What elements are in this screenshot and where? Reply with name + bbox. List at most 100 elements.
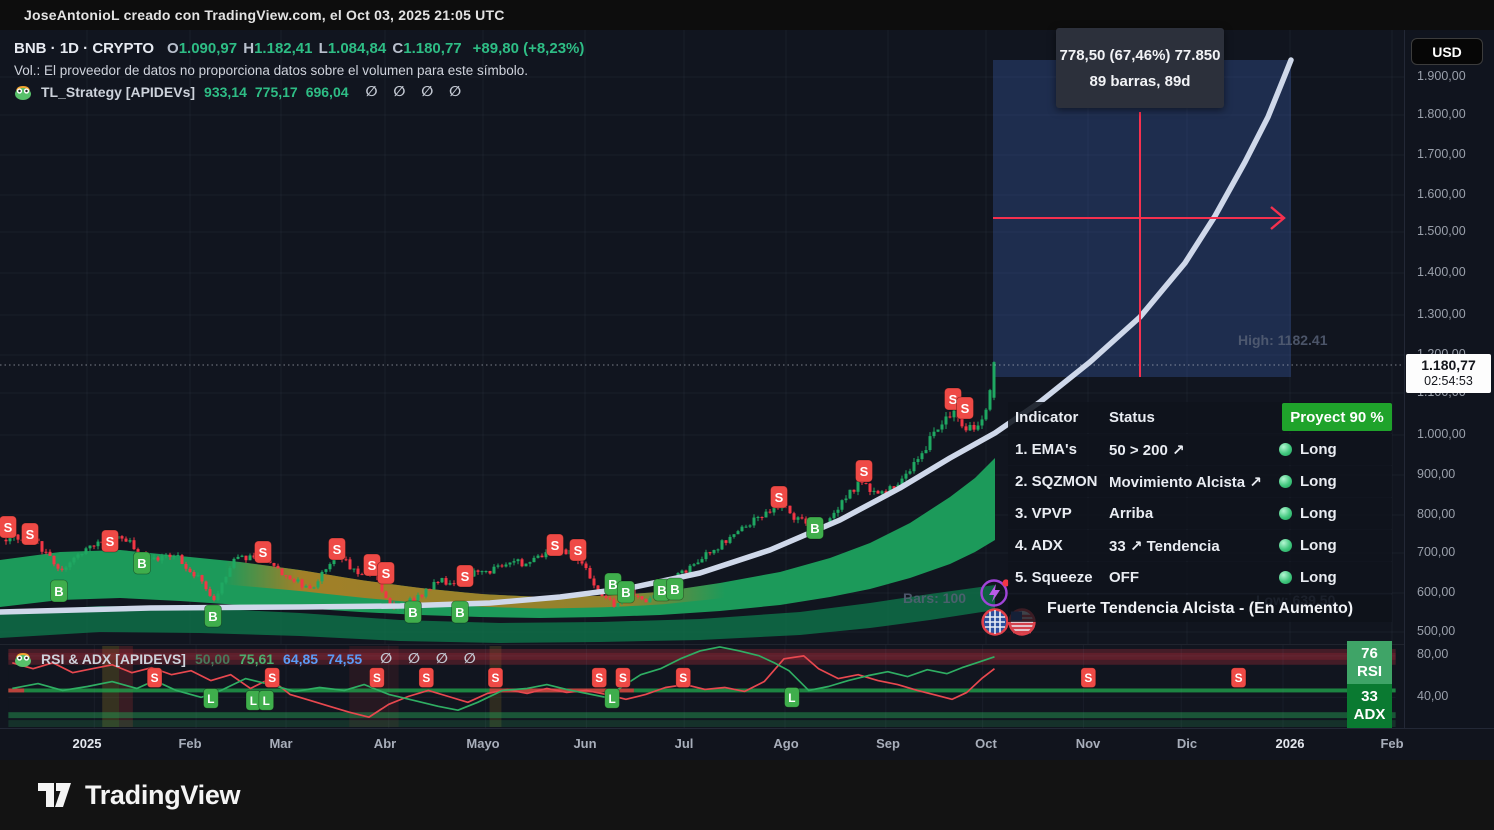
time-tick[interactable]: 2026 <box>1275 736 1305 751</box>
adx-line <box>12 655 995 718</box>
ema-cloud-orange-zone <box>225 560 725 609</box>
indicator-status: OFF <box>1109 569 1139 586</box>
time-tick[interactable]: Dic <box>1176 736 1198 751</box>
time-tick[interactable]: Oct <box>975 736 997 751</box>
rsi-indicator-name[interactable]: RSI & ADX [APIDEVS] <box>41 650 186 667</box>
time-tick[interactable]: Feb <box>178 736 202 751</box>
indicator-row[interactable]: 3. VPVP Arriba Long <box>1008 498 1392 529</box>
signal-badge-B: B <box>50 579 68 603</box>
svg-text:S: S <box>268 671 276 685</box>
price-tick: 1.300,00 <box>1417 307 1466 321</box>
svg-text:B: B <box>670 582 679 597</box>
trend-summary: Fuerte Tendencia Alcista - (En Aumento) <box>1008 595 1392 622</box>
rsi-adx-legend[interactable]: RSI & ADX [APIDEVS] 50,00 75,61 64,85 74,55… <box>14 650 482 667</box>
strategy-values: 933,14 775,17 696,04 <box>204 84 356 100</box>
boost-icon[interactable] <box>978 576 1012 610</box>
indicator-name: 2. SQZMON <box>1015 473 1098 490</box>
time-tick[interactable]: Nov <box>1075 736 1101 751</box>
rsi-value: 50,00 <box>194 650 230 667</box>
indicator-row[interactable]: 1. EMA's 50 > 200 ↗ Long <box>1008 434 1392 465</box>
rsi-value: 75,61 <box>239 650 275 667</box>
rsi-lower-band <box>8 712 1396 719</box>
candlestick-series <box>4 361 996 611</box>
signal-badge-B: B <box>666 577 684 601</box>
time-tick[interactable]: Abr <box>373 736 397 751</box>
time-tick[interactable]: Jun <box>573 736 597 751</box>
time-tick[interactable]: 2025 <box>72 736 102 751</box>
indicator-row[interactable]: 4. ADX 33 ↗ Tendencia Long <box>1008 530 1392 561</box>
rsi-overbought-band <box>8 648 1396 665</box>
indicator-table-header: Indicator Status Proyect 90 % <box>1008 402 1392 433</box>
signal-badge-B: B <box>806 516 824 540</box>
rsi-signal-badge-L: L <box>784 687 800 708</box>
rsi-adx-canvas[interactable]: SSSSSSSSSSSLLLLL <box>0 644 1404 728</box>
rsi-signal-badge-S: S <box>1230 667 1247 688</box>
rsi-signal-badge-L: L <box>203 688 219 709</box>
time-tick[interactable]: Feb <box>1380 736 1404 751</box>
signal-badge-S: S <box>377 561 395 585</box>
project-90-button[interactable]: Proyect 90 % <box>1282 403 1392 431</box>
indicator-row[interactable]: 2. SQZMON Movimiento Alcista ↗ Long <box>1008 466 1392 497</box>
bars-watermark: Bars: 100 <box>903 590 967 606</box>
time-tick[interactable]: Mayo <box>466 736 500 751</box>
rsi-signal-badge-L: L <box>604 688 620 709</box>
svg-text:S: S <box>551 538 560 553</box>
currency-toggle-button[interactable]: USD <box>1411 38 1483 65</box>
ohlc-value: 1.182,41 <box>254 40 317 57</box>
signal-badge-S: S <box>956 396 974 420</box>
current-price-label: 1.180,77 02:54:53 <box>1406 354 1491 393</box>
svg-text:S: S <box>382 566 391 581</box>
ohlc-key: O <box>167 40 179 57</box>
symbol-legend[interactable]: BNB · 1D · CRYPTO O1.090,97 H1.182,41 L1… <box>14 40 584 57</box>
rsi-mid-line <box>8 688 1396 693</box>
svg-text:S: S <box>595 671 603 685</box>
svg-text:S: S <box>679 671 687 685</box>
tradingview-logo-icon <box>38 783 71 807</box>
symbol-name[interactable]: BNB · 1D · CRYPTO <box>14 40 155 57</box>
ohlc-values: O1.090,97 H1.182,41 L1.084,84 C1.180,77 <box>167 40 464 57</box>
rsi-value: 74,55 <box>327 650 363 667</box>
svg-text:S: S <box>1235 671 1243 685</box>
long-signal-dot <box>1279 475 1292 488</box>
signal-label: Long <box>1300 441 1337 458</box>
window-title-text: JoseAntonioL creado con TradingView.com,… <box>24 7 505 23</box>
rsi-signal-badge-S: S <box>146 667 163 688</box>
rsi-indicator-values: 50,00 75,61 64,85 74,55 <box>195 651 371 667</box>
svg-text:B: B <box>608 577 617 592</box>
time-tick[interactable]: Sep <box>876 736 900 751</box>
measure-crosshair[interactable] <box>993 112 1286 377</box>
price-tick: 1.600,00 <box>1417 187 1466 201</box>
price-tick: 1.900,00 <box>1417 69 1466 83</box>
rsi-signal-badge-S: S <box>591 667 608 688</box>
price-axis[interactable]: USD 1.900,00 1.800,00 1.700,00 1.600,00 1.50… <box>1404 30 1494 728</box>
strategy-legend[interactable]: TL_Strategy [APIDEVs] 933,14 775,17 696,04… <box>14 83 467 100</box>
svg-text:B: B <box>408 605 417 620</box>
strategy-value: 933,14 <box>204 83 247 100</box>
time-axis[interactable]: 2025 Feb Mar Abr Mayo Jun Jul Ago Sep Oct Nov Dic 20… <box>0 728 1494 760</box>
price-tick: 1.800,00 <box>1417 107 1466 121</box>
time-tick[interactable]: Ago <box>773 736 799 751</box>
window-title: JoseAntonioL creado con TradingView.com,… <box>0 0 1494 30</box>
price-tick: 700,00 <box>1417 545 1456 559</box>
svg-text:S: S <box>775 490 784 505</box>
indicator-name: 3. VPVP <box>1015 505 1072 522</box>
svg-text:S: S <box>373 671 381 685</box>
svg-text:S: S <box>422 671 430 685</box>
strategy-name[interactable]: TL_Strategy [APIDEVs] <box>41 83 196 100</box>
signal-badge-S: S <box>546 533 564 557</box>
rsi-signal-badge-S: S <box>264 667 280 688</box>
ema-lower-band <box>0 585 995 643</box>
svg-text:S: S <box>259 545 268 560</box>
apidevs-frog-icon <box>15 652 31 667</box>
signal-badge-S: S <box>456 564 474 588</box>
signal-label: Long <box>1300 569 1337 586</box>
indicator-row[interactable]: 5. Squeeze OFF Long <box>1008 562 1392 593</box>
header-status: Status <box>1109 409 1155 426</box>
signal-badge-S: S <box>569 538 587 562</box>
signal-badge-B: B <box>204 604 222 628</box>
time-tick[interactable]: Jul <box>674 736 694 751</box>
time-tick[interactable]: Mar <box>269 736 293 751</box>
flag-left <box>981 608 1009 636</box>
projection-curve[interactable] <box>0 57 1294 615</box>
